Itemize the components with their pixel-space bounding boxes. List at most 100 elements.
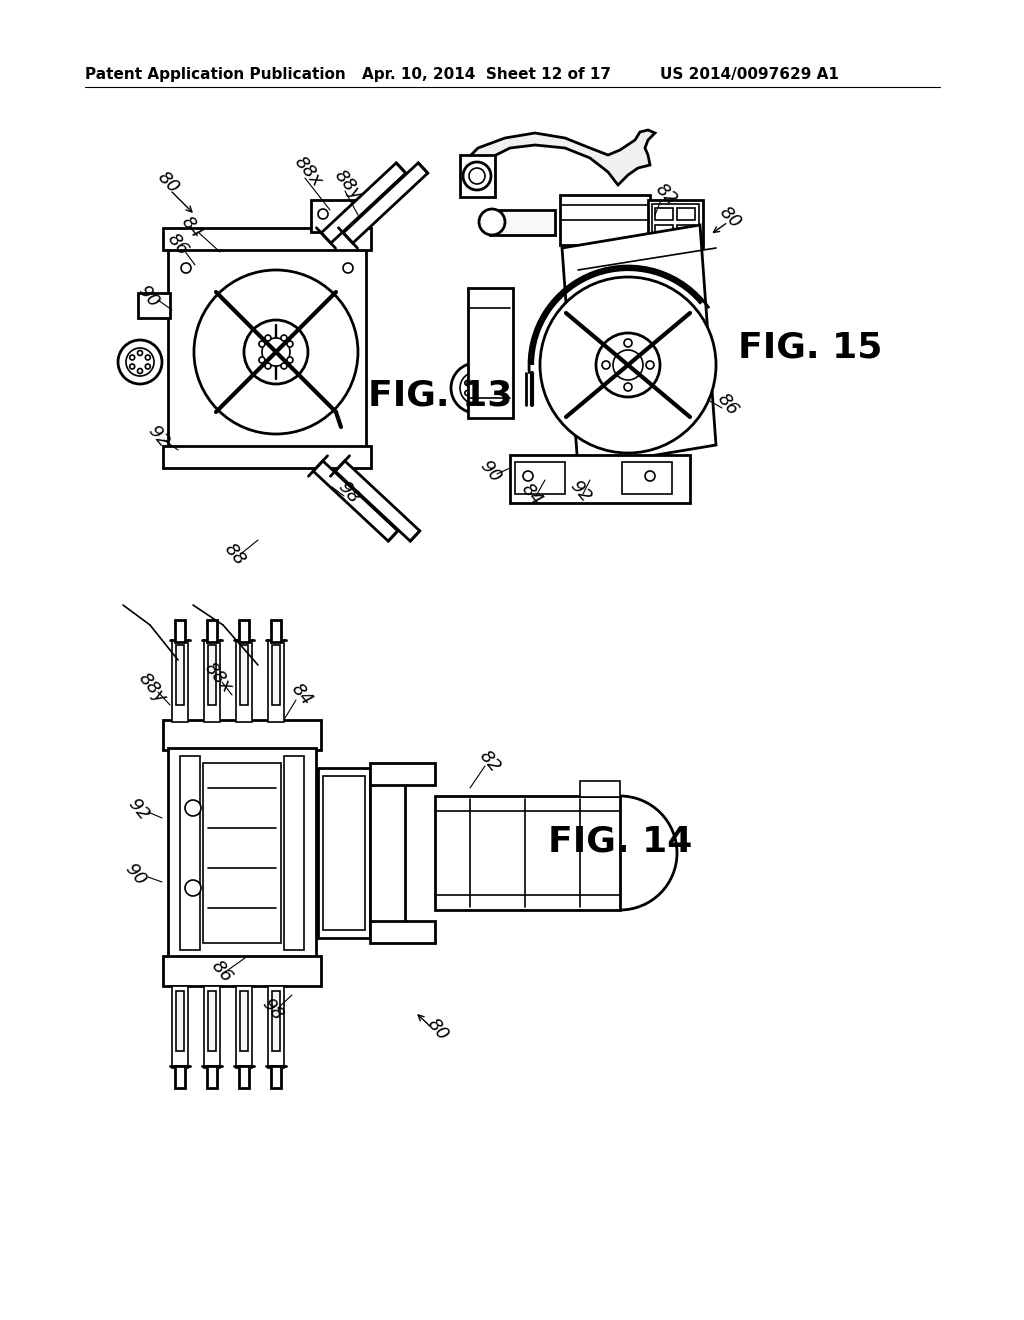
Bar bbox=[163, 228, 371, 249]
Text: 84: 84 bbox=[518, 480, 546, 510]
Circle shape bbox=[145, 355, 151, 360]
Circle shape bbox=[479, 209, 505, 235]
Circle shape bbox=[118, 341, 162, 384]
Bar bbox=[622, 462, 672, 494]
Bar bbox=[655, 209, 673, 220]
Bar bbox=[268, 986, 284, 1068]
Text: 98: 98 bbox=[258, 995, 287, 1024]
Bar bbox=[677, 209, 695, 220]
Circle shape bbox=[624, 339, 632, 347]
Text: 86: 86 bbox=[714, 391, 742, 420]
Text: 92: 92 bbox=[143, 422, 172, 451]
Circle shape bbox=[473, 396, 478, 400]
Circle shape bbox=[262, 338, 290, 366]
Circle shape bbox=[523, 471, 534, 480]
Circle shape bbox=[265, 335, 271, 341]
Circle shape bbox=[469, 168, 485, 183]
Text: 82: 82 bbox=[651, 181, 681, 210]
Bar bbox=[648, 201, 703, 248]
Circle shape bbox=[281, 335, 287, 341]
Text: 80: 80 bbox=[154, 169, 182, 198]
Text: FIG. 14: FIG. 14 bbox=[548, 825, 692, 859]
Bar bbox=[236, 986, 252, 1068]
Circle shape bbox=[482, 391, 487, 396]
Circle shape bbox=[463, 162, 490, 190]
Circle shape bbox=[540, 277, 716, 453]
Circle shape bbox=[259, 341, 265, 347]
Circle shape bbox=[465, 380, 470, 385]
Circle shape bbox=[343, 209, 353, 219]
Bar bbox=[515, 462, 565, 494]
Circle shape bbox=[602, 360, 610, 370]
Polygon shape bbox=[562, 224, 716, 469]
Text: 82: 82 bbox=[476, 747, 504, 776]
Text: 88x: 88x bbox=[290, 153, 326, 190]
Bar bbox=[163, 446, 371, 469]
Bar bbox=[655, 224, 673, 238]
Text: 88y: 88y bbox=[134, 669, 170, 706]
Bar bbox=[175, 620, 185, 642]
Bar bbox=[204, 986, 220, 1068]
Text: 86: 86 bbox=[164, 231, 193, 260]
Circle shape bbox=[194, 271, 358, 434]
Bar bbox=[180, 756, 200, 950]
Polygon shape bbox=[343, 162, 428, 243]
Polygon shape bbox=[322, 162, 406, 243]
Circle shape bbox=[473, 375, 478, 380]
Bar bbox=[370, 921, 435, 942]
Circle shape bbox=[645, 471, 655, 480]
Circle shape bbox=[658, 240, 666, 248]
Circle shape bbox=[281, 363, 287, 370]
Bar bbox=[271, 620, 281, 642]
Circle shape bbox=[137, 351, 142, 355]
Bar bbox=[176, 645, 184, 705]
Circle shape bbox=[287, 356, 293, 363]
Text: 90: 90 bbox=[476, 458, 504, 487]
Bar bbox=[272, 991, 280, 1051]
Text: 84: 84 bbox=[288, 680, 316, 710]
Bar bbox=[138, 293, 170, 318]
Bar bbox=[175, 1067, 185, 1088]
Bar bbox=[560, 195, 650, 246]
Bar bbox=[318, 768, 370, 939]
Bar bbox=[239, 620, 249, 642]
Circle shape bbox=[343, 263, 353, 273]
Circle shape bbox=[465, 391, 470, 396]
Circle shape bbox=[130, 364, 135, 370]
Circle shape bbox=[624, 383, 632, 391]
Bar bbox=[370, 763, 435, 785]
Text: Apr. 10, 2014  Sheet 12 of 17: Apr. 10, 2014 Sheet 12 of 17 bbox=[362, 67, 611, 82]
Text: 98: 98 bbox=[334, 478, 362, 508]
Bar bbox=[207, 1067, 217, 1088]
Circle shape bbox=[596, 333, 660, 397]
Circle shape bbox=[130, 355, 135, 360]
Bar bbox=[168, 748, 316, 958]
Bar bbox=[510, 455, 690, 503]
Circle shape bbox=[318, 209, 328, 219]
Bar bbox=[311, 201, 361, 232]
Circle shape bbox=[451, 363, 501, 413]
Text: 84: 84 bbox=[178, 214, 206, 243]
Circle shape bbox=[126, 348, 154, 376]
Text: FIG. 15: FIG. 15 bbox=[738, 331, 883, 366]
Circle shape bbox=[460, 372, 492, 404]
Circle shape bbox=[684, 240, 692, 248]
Bar bbox=[208, 991, 216, 1051]
Text: 90: 90 bbox=[121, 861, 150, 890]
Bar bbox=[468, 288, 513, 418]
Circle shape bbox=[181, 263, 191, 273]
Circle shape bbox=[613, 350, 643, 380]
Text: 90: 90 bbox=[134, 282, 162, 312]
Bar bbox=[268, 640, 284, 722]
Polygon shape bbox=[335, 461, 420, 541]
Bar bbox=[172, 986, 188, 1068]
Bar bbox=[163, 719, 321, 750]
Bar bbox=[203, 763, 281, 942]
Circle shape bbox=[244, 319, 308, 384]
Text: 92: 92 bbox=[124, 796, 153, 825]
Bar bbox=[207, 620, 217, 642]
Circle shape bbox=[185, 880, 201, 896]
Text: 88y: 88y bbox=[331, 166, 366, 203]
Text: FIG. 13: FIG. 13 bbox=[368, 378, 512, 412]
Bar bbox=[239, 1067, 249, 1088]
